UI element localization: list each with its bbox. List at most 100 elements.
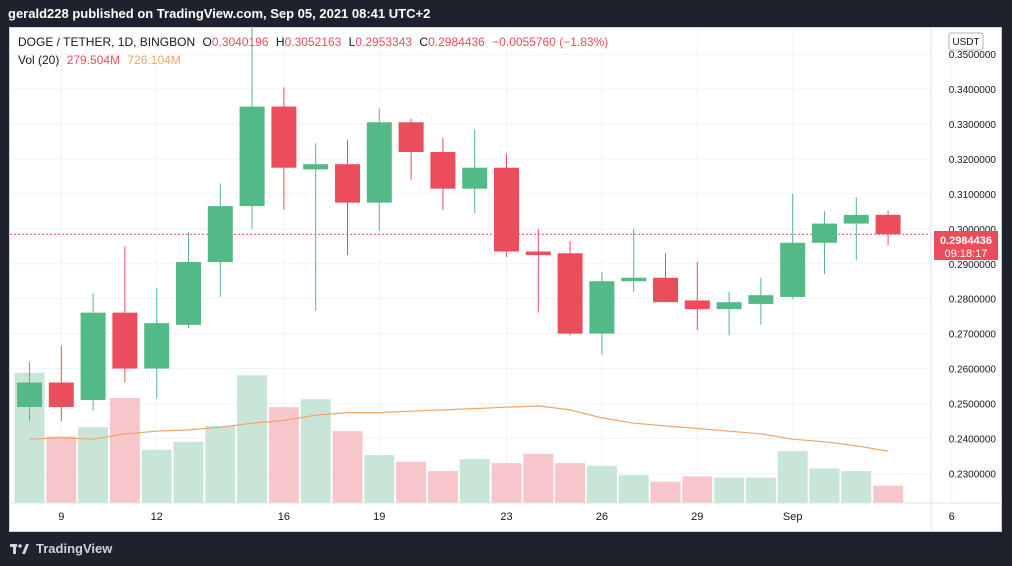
candle-body xyxy=(748,295,774,304)
candle-body xyxy=(80,312,106,400)
legend-low: 0.2953343 xyxy=(355,35,412,49)
last-price-tag: 0.2984436 09:18:17 xyxy=(934,231,998,260)
candle-body xyxy=(398,122,424,152)
price-axis: 0.2300000 0.2400000 0.2500000 0.2600000 0.27… xyxy=(949,50,997,480)
currency-badge[interactable]: USDT xyxy=(948,32,984,51)
candle-body xyxy=(207,206,233,263)
legend-open: 0.3040196 xyxy=(212,35,269,49)
legend-change: −0.0055760 (−1.83%) xyxy=(492,35,608,49)
candle-body xyxy=(621,277,647,282)
time-tick-label: 9 xyxy=(58,511,64,523)
candle-body xyxy=(494,167,519,252)
price-tick-label: 0.2500000 xyxy=(949,399,997,410)
volume-bar xyxy=(268,407,299,503)
price-tick-label: 0.2700000 xyxy=(949,330,997,341)
legend-symbol: DOGE / TETHER, 1D, BINGBON xyxy=(18,35,195,49)
time-tick-label: 19 xyxy=(373,511,385,523)
candle-body xyxy=(557,253,583,334)
volume-bar xyxy=(682,476,713,503)
price-tick-label: 0.3200000 xyxy=(949,155,997,166)
candle-body xyxy=(462,167,488,189)
volume-bar xyxy=(205,425,236,503)
price-tick-label: 0.2600000 xyxy=(949,365,997,376)
candle-body xyxy=(589,281,615,334)
candle-body xyxy=(684,300,710,310)
time-tick-label: 26 xyxy=(596,511,608,523)
candle-body xyxy=(17,382,42,407)
candle-body xyxy=(144,323,170,369)
tradingview-logo-icon xyxy=(10,543,29,554)
volume-bar xyxy=(523,453,554,503)
candle-body xyxy=(525,251,551,256)
legend-close-label: C xyxy=(419,35,428,49)
price-tick-label: 0.2900000 xyxy=(949,260,997,271)
volume-bar xyxy=(396,461,427,503)
time-tick-label: 6 xyxy=(949,511,955,523)
volume-bar xyxy=(491,463,522,503)
volume-bar xyxy=(78,427,109,503)
svg-text:DOGE / TETHER, 1D, BINGBON: DOGE / TETHER, 1D, BINGBON O0.3040196 H0… xyxy=(18,35,608,49)
candle-body xyxy=(653,277,678,303)
volume-bar xyxy=(364,455,395,503)
price-tick-label: 0.3500000 xyxy=(949,50,997,61)
legend-vol-ma: 726.104M xyxy=(127,53,180,67)
volume-bar xyxy=(777,451,808,503)
candle-body xyxy=(303,164,329,170)
countdown-timer: 09:18:17 xyxy=(945,248,988,260)
legend-low-label: L xyxy=(349,35,356,49)
volume-bar xyxy=(237,375,268,503)
volume-ma-line xyxy=(29,405,889,452)
volume-bar xyxy=(841,471,872,503)
legend-vol-label: Vol (20) xyxy=(18,53,59,67)
legend: DOGE / TETHER, 1D, BINGBON O0.3040196 H0… xyxy=(18,35,608,67)
time-tick-label: Sep xyxy=(783,511,803,523)
time-axis: 9 12 16 19 23 26 29 Sep 6 xyxy=(58,511,955,523)
volume-bar xyxy=(745,477,776,503)
candle-body xyxy=(875,214,901,235)
price-tick-label: 0.2400000 xyxy=(949,434,997,445)
legend-high-label: H xyxy=(276,35,285,49)
time-tick-label: 16 xyxy=(278,511,290,523)
candle-body xyxy=(843,214,869,224)
publisher-line: gerald228 published on TradingView.com, … xyxy=(8,6,431,21)
candle-body xyxy=(335,164,360,203)
legend-open-label: O xyxy=(202,35,211,49)
candle-body xyxy=(366,122,392,203)
time-tick-label: 23 xyxy=(500,511,512,523)
footer-brand[interactable]: TradingView xyxy=(10,541,112,556)
volume-bar xyxy=(141,449,172,503)
volume-bar xyxy=(714,477,745,503)
volume-bar xyxy=(555,463,586,503)
volume-bar xyxy=(586,465,617,503)
candle-body xyxy=(176,262,201,325)
volume-bar xyxy=(46,436,77,503)
volume-bar xyxy=(873,485,904,503)
price-tick-label: 0.2300000 xyxy=(949,469,997,480)
candle-body xyxy=(780,242,806,297)
legend-vol: 279.504M xyxy=(67,53,120,67)
currency-label: USDT xyxy=(952,37,979,48)
volume-bar xyxy=(332,431,363,503)
volume-bars xyxy=(14,372,904,503)
price-tick-label: 0.2800000 xyxy=(949,295,997,306)
candle-body xyxy=(48,382,74,407)
time-tick-label: 12 xyxy=(151,511,163,523)
volume-bar xyxy=(809,468,840,503)
volume-bar xyxy=(109,397,140,503)
legend-high: 0.3052163 xyxy=(285,35,342,49)
volume-bar xyxy=(650,481,681,503)
volume-bar xyxy=(618,475,649,503)
svg-text:Vol (20) 279.504M: Vol (20) 279.504M 726.104M xyxy=(18,53,181,67)
candle-body xyxy=(812,223,837,243)
time-tick-label: 29 xyxy=(691,511,703,523)
candle-body xyxy=(271,106,297,168)
volume-bar xyxy=(173,441,204,503)
candle-body xyxy=(239,106,265,207)
price-tick-label: 0.3000000 xyxy=(949,225,997,236)
candles xyxy=(17,26,901,421)
candle-body xyxy=(112,312,138,369)
footer-brand-label: TradingView xyxy=(36,541,113,556)
legend-close: 0.2984436 xyxy=(428,35,485,49)
candle-body xyxy=(716,302,742,310)
